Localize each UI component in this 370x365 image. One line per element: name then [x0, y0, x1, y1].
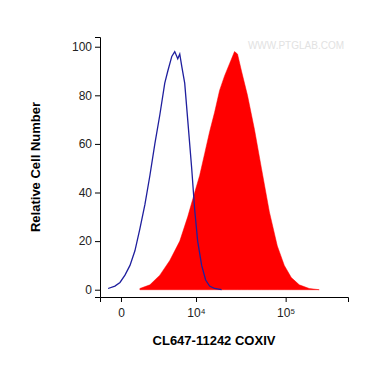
y-tick-mark — [95, 290, 100, 291]
x-axis-title: CL647-11242 COXIV — [153, 333, 276, 348]
y-tick: 20 — [79, 234, 100, 248]
x-tick-mark — [286, 297, 287, 302]
y-axis-line — [95, 38, 101, 298]
x-axis-line — [101, 298, 349, 303]
y-axis-title: Relative Cell Number — [28, 102, 43, 232]
watermark: WWW.PTGLAB.COM — [248, 40, 344, 51]
y-tick: 0 — [85, 283, 100, 297]
y-tick-label: 80 — [79, 89, 93, 103]
y-tick: 100 — [72, 40, 100, 54]
histogram-area — [140, 52, 319, 290]
x-tick-mark — [196, 297, 197, 302]
x-tick-label: 0 — [118, 306, 125, 320]
y-tick-label: 20 — [79, 234, 93, 248]
y-tick-label: 100 — [72, 40, 92, 54]
x-tick: 10⁵ — [277, 297, 295, 320]
y-axis: 0 20 40 60 80 100 — [72, 38, 101, 298]
y-tick-mark — [95, 241, 100, 242]
y-tick: 80 — [79, 89, 100, 103]
x-tick: 0 — [118, 297, 125, 320]
y-tick-mark — [95, 95, 100, 96]
y-tick-mark — [95, 193, 100, 194]
y-tick: 60 — [79, 137, 100, 151]
y-tick-mark — [95, 47, 100, 48]
y-tick-label: 0 — [85, 283, 92, 297]
histogram-line — [108, 52, 221, 290]
x-axis: 0 10⁴ 10⁵ — [101, 297, 349, 320]
y-tick-mark — [95, 144, 100, 145]
x-tick: 10⁴ — [187, 297, 206, 320]
x-tick-label: 10⁵ — [277, 306, 295, 320]
y-tick-label: 40 — [79, 186, 93, 200]
y-tick: 40 — [79, 186, 100, 200]
plot-area — [108, 52, 319, 290]
x-tick-mark — [121, 297, 122, 302]
x-tick-label: 10⁴ — [187, 306, 206, 320]
chart: WWW.PTGLAB.COM 0 10⁴ 10⁵ 0 20 40 60 80 100 CL647-1… — [0, 0, 370, 365]
y-tick-label: 60 — [79, 137, 93, 151]
